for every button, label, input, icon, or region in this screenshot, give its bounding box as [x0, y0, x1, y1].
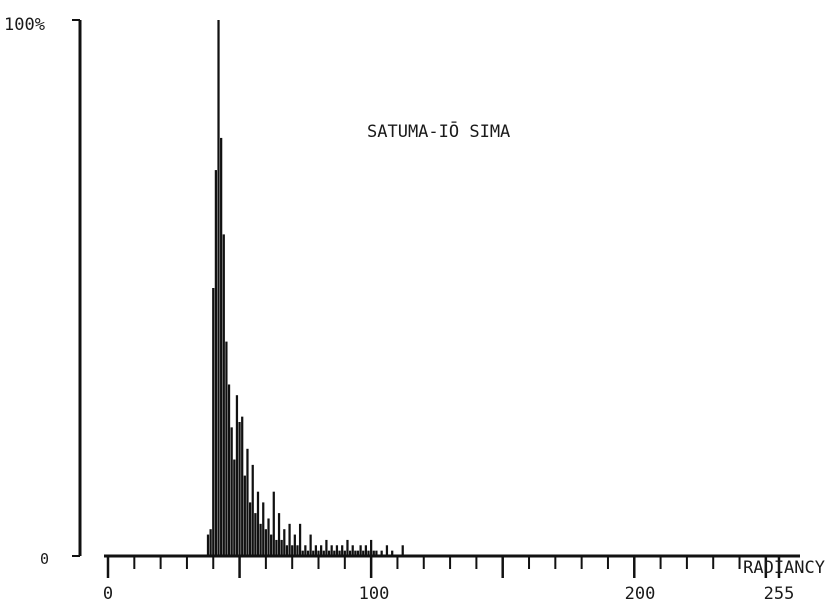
histogram-bar [227, 384, 231, 556]
histogram-bar [298, 523, 302, 556]
histogram-bar [327, 550, 331, 556]
histogram-bar [314, 545, 317, 556]
x-tick-label-0: 0 [103, 584, 113, 604]
histogram-bar [267, 518, 270, 556]
histogram-bar [280, 539, 283, 556]
histogram-bar [343, 550, 346, 556]
histogram-bar [291, 545, 294, 556]
histogram-bar [230, 427, 233, 556]
y-tick-label-zero: 0 [40, 550, 49, 568]
histogram-bar [333, 550, 336, 556]
histogram-bar [277, 513, 281, 556]
histogram-bar [233, 459, 236, 556]
histogram-bar [272, 491, 275, 556]
histogram-bar [356, 550, 360, 556]
histogram-bar [367, 550, 370, 556]
x-tick-label-255: 255 [764, 584, 795, 604]
histogram-bar [296, 545, 299, 556]
histogram-bar [341, 545, 344, 556]
histogram-bar [338, 550, 341, 556]
histogram-bar [330, 545, 333, 556]
histogram-bar [259, 523, 262, 556]
histogram-bar [206, 534, 210, 556]
histogram-bar [270, 534, 273, 556]
histogram-bar [254, 513, 257, 556]
chart-title: SATUMA-IŌ SIMA [367, 120, 510, 142]
x-axis-label: RADIANCY [743, 558, 825, 578]
histogram-bar [293, 534, 296, 556]
histogram-bar [351, 545, 354, 556]
histogram-bars [206, 20, 404, 557]
histogram-bar [317, 550, 320, 556]
histogram-bar [385, 545, 389, 556]
histogram-bar [346, 539, 349, 556]
histogram-bar [283, 529, 286, 556]
x-tick-label-200: 200 [625, 584, 656, 604]
histogram-bar [354, 550, 357, 556]
x-tick-label-100: 100 [359, 584, 390, 604]
histogram-bar [225, 341, 228, 556]
histogram-bar [304, 545, 307, 556]
histogram-bar [380, 550, 383, 556]
histogram-bar [241, 416, 244, 556]
histogram-bar [251, 464, 254, 556]
histogram-bar [309, 534, 312, 556]
histogram-bar [238, 422, 241, 556]
histogram-bar [243, 475, 246, 556]
histogram-bar [320, 545, 323, 556]
histogram-bar [214, 170, 218, 556]
histogram-bar [370, 539, 373, 556]
histogram-bar [359, 545, 362, 556]
histogram-bar [335, 545, 339, 556]
histogram-bar [222, 234, 225, 556]
histogram-bar [209, 529, 212, 556]
histogram-bar [217, 20, 220, 556]
histogram-bar [364, 545, 367, 556]
histogram-bar [262, 502, 265, 556]
histogram-bar [256, 491, 260, 556]
histogram-bar [285, 545, 289, 556]
histogram-bar [264, 529, 267, 556]
x-axis-ticks [106, 556, 781, 578]
histogram-bar [372, 550, 375, 556]
histogram-bar [401, 545, 404, 556]
histogram-bar [348, 550, 352, 556]
histogram-bar [212, 288, 215, 556]
histogram-bar [325, 539, 328, 556]
y-tick-label-max: 100% [4, 15, 45, 35]
histogram-bar [375, 550, 378, 556]
histogram-bar [306, 550, 310, 556]
histogram-bar [288, 523, 291, 556]
histogram-bar [275, 539, 278, 556]
histogram-bar [248, 502, 252, 556]
histogram-bar [312, 550, 315, 556]
histogram-bar [220, 137, 223, 557]
histogram-bar [235, 395, 239, 556]
histogram-bar [362, 550, 365, 556]
histogram-bar [391, 550, 394, 556]
histogram-bar [322, 550, 325, 556]
histogram-bar [246, 448, 249, 556]
histogram-bar [301, 550, 304, 556]
